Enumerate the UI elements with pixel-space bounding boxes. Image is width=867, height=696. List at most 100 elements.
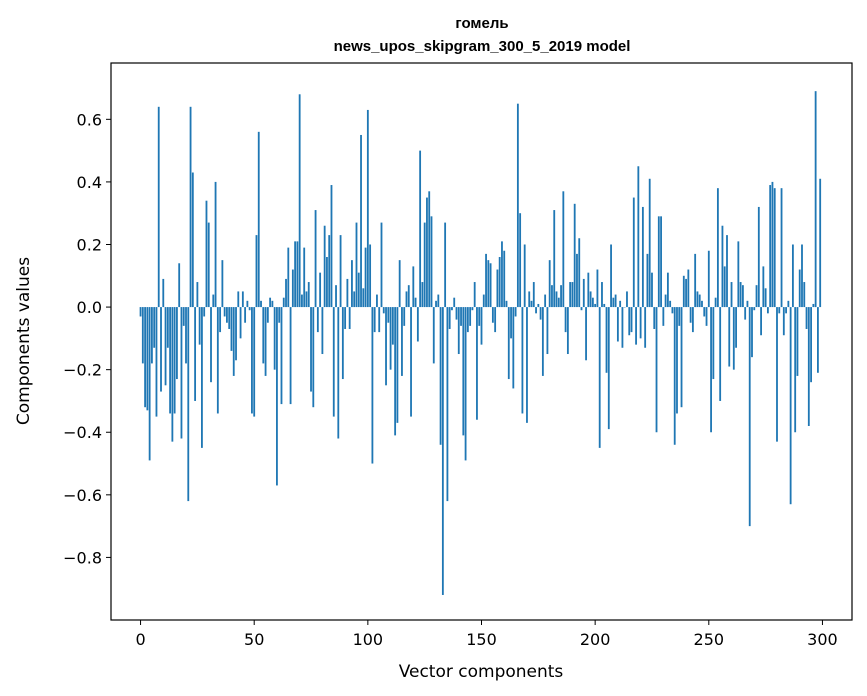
bar — [319, 272, 322, 308]
bar — [148, 307, 151, 461]
bar — [191, 172, 194, 308]
bar — [439, 307, 442, 445]
bar — [244, 307, 247, 323]
bar — [489, 263, 492, 308]
bar — [653, 307, 656, 329]
bar — [787, 300, 790, 308]
y-tick-label: −0.4 — [63, 423, 102, 442]
bar — [178, 263, 181, 308]
bar — [305, 291, 308, 308]
bar — [496, 269, 499, 308]
bar — [141, 307, 144, 364]
x-axis-ticks: 0 50 100 150 200 250 300 — [135, 620, 838, 649]
bar — [376, 294, 378, 308]
bar — [530, 300, 533, 308]
bar — [805, 307, 808, 329]
bar — [301, 294, 303, 308]
bar — [632, 197, 635, 308]
bar — [703, 307, 706, 317]
bar — [164, 307, 167, 386]
bar — [689, 307, 692, 323]
bar — [146, 307, 149, 411]
bar — [453, 297, 456, 308]
bar — [262, 307, 265, 364]
bar — [428, 191, 431, 308]
bar — [426, 197, 428, 308]
bar — [287, 247, 290, 308]
bar — [446, 307, 449, 502]
y-tick-label: −0.8 — [63, 548, 102, 567]
bar — [296, 241, 299, 308]
bar — [180, 307, 183, 439]
bar — [621, 307, 624, 348]
bar — [551, 285, 553, 308]
bar — [189, 106, 192, 308]
bar — [657, 216, 660, 308]
bar — [648, 178, 651, 308]
bar — [801, 244, 803, 308]
bar — [460, 307, 462, 326]
bar — [230, 307, 233, 351]
y-tick-label: 0.0 — [77, 298, 102, 317]
bar — [614, 294, 617, 308]
bar — [335, 285, 337, 308]
bar — [785, 307, 787, 314]
bar — [471, 307, 474, 311]
bar — [605, 307, 608, 373]
bar — [573, 203, 576, 308]
bar — [155, 307, 158, 417]
bar — [698, 294, 701, 308]
bar — [557, 297, 560, 308]
y-axis-label: Components values — [14, 257, 34, 425]
bar — [366, 109, 369, 308]
bar — [339, 235, 342, 308]
bar — [773, 188, 776, 308]
bar — [371, 307, 374, 464]
x-tick-label: 50 — [244, 630, 264, 649]
bar — [212, 294, 215, 308]
bar — [737, 241, 740, 308]
bar — [289, 307, 292, 405]
bar — [646, 253, 649, 308]
bar — [726, 235, 728, 308]
bar — [310, 307, 312, 392]
bar-series — [139, 91, 822, 595]
bar — [162, 278, 165, 308]
bar — [610, 244, 612, 308]
bar — [341, 307, 344, 380]
bar — [223, 307, 226, 317]
bar — [626, 291, 628, 308]
bar — [817, 307, 819, 373]
bar — [682, 275, 685, 308]
bar — [687, 269, 690, 308]
bar — [266, 307, 269, 323]
bar — [291, 269, 294, 308]
bar — [541, 307, 544, 376]
bar — [510, 307, 512, 339]
bar — [344, 307, 347, 329]
bar — [278, 307, 281, 323]
bar — [457, 307, 460, 355]
bar — [655, 307, 658, 433]
y-tick-label: 0.4 — [77, 173, 102, 192]
bar — [173, 307, 176, 414]
bar — [205, 200, 208, 308]
bar — [782, 307, 785, 336]
bar — [521, 307, 524, 414]
bar — [285, 278, 287, 308]
bar — [710, 307, 712, 433]
bar — [303, 247, 306, 308]
bar — [253, 307, 256, 417]
bar — [355, 222, 358, 308]
bar — [746, 300, 749, 308]
bar — [585, 307, 587, 361]
bar — [601, 282, 603, 308]
bar — [360, 134, 362, 308]
y-tick-label: 0.2 — [77, 235, 102, 254]
bar — [216, 307, 219, 414]
bar — [203, 307, 206, 317]
bar — [478, 307, 481, 326]
bar — [176, 307, 178, 380]
bar — [407, 285, 410, 308]
